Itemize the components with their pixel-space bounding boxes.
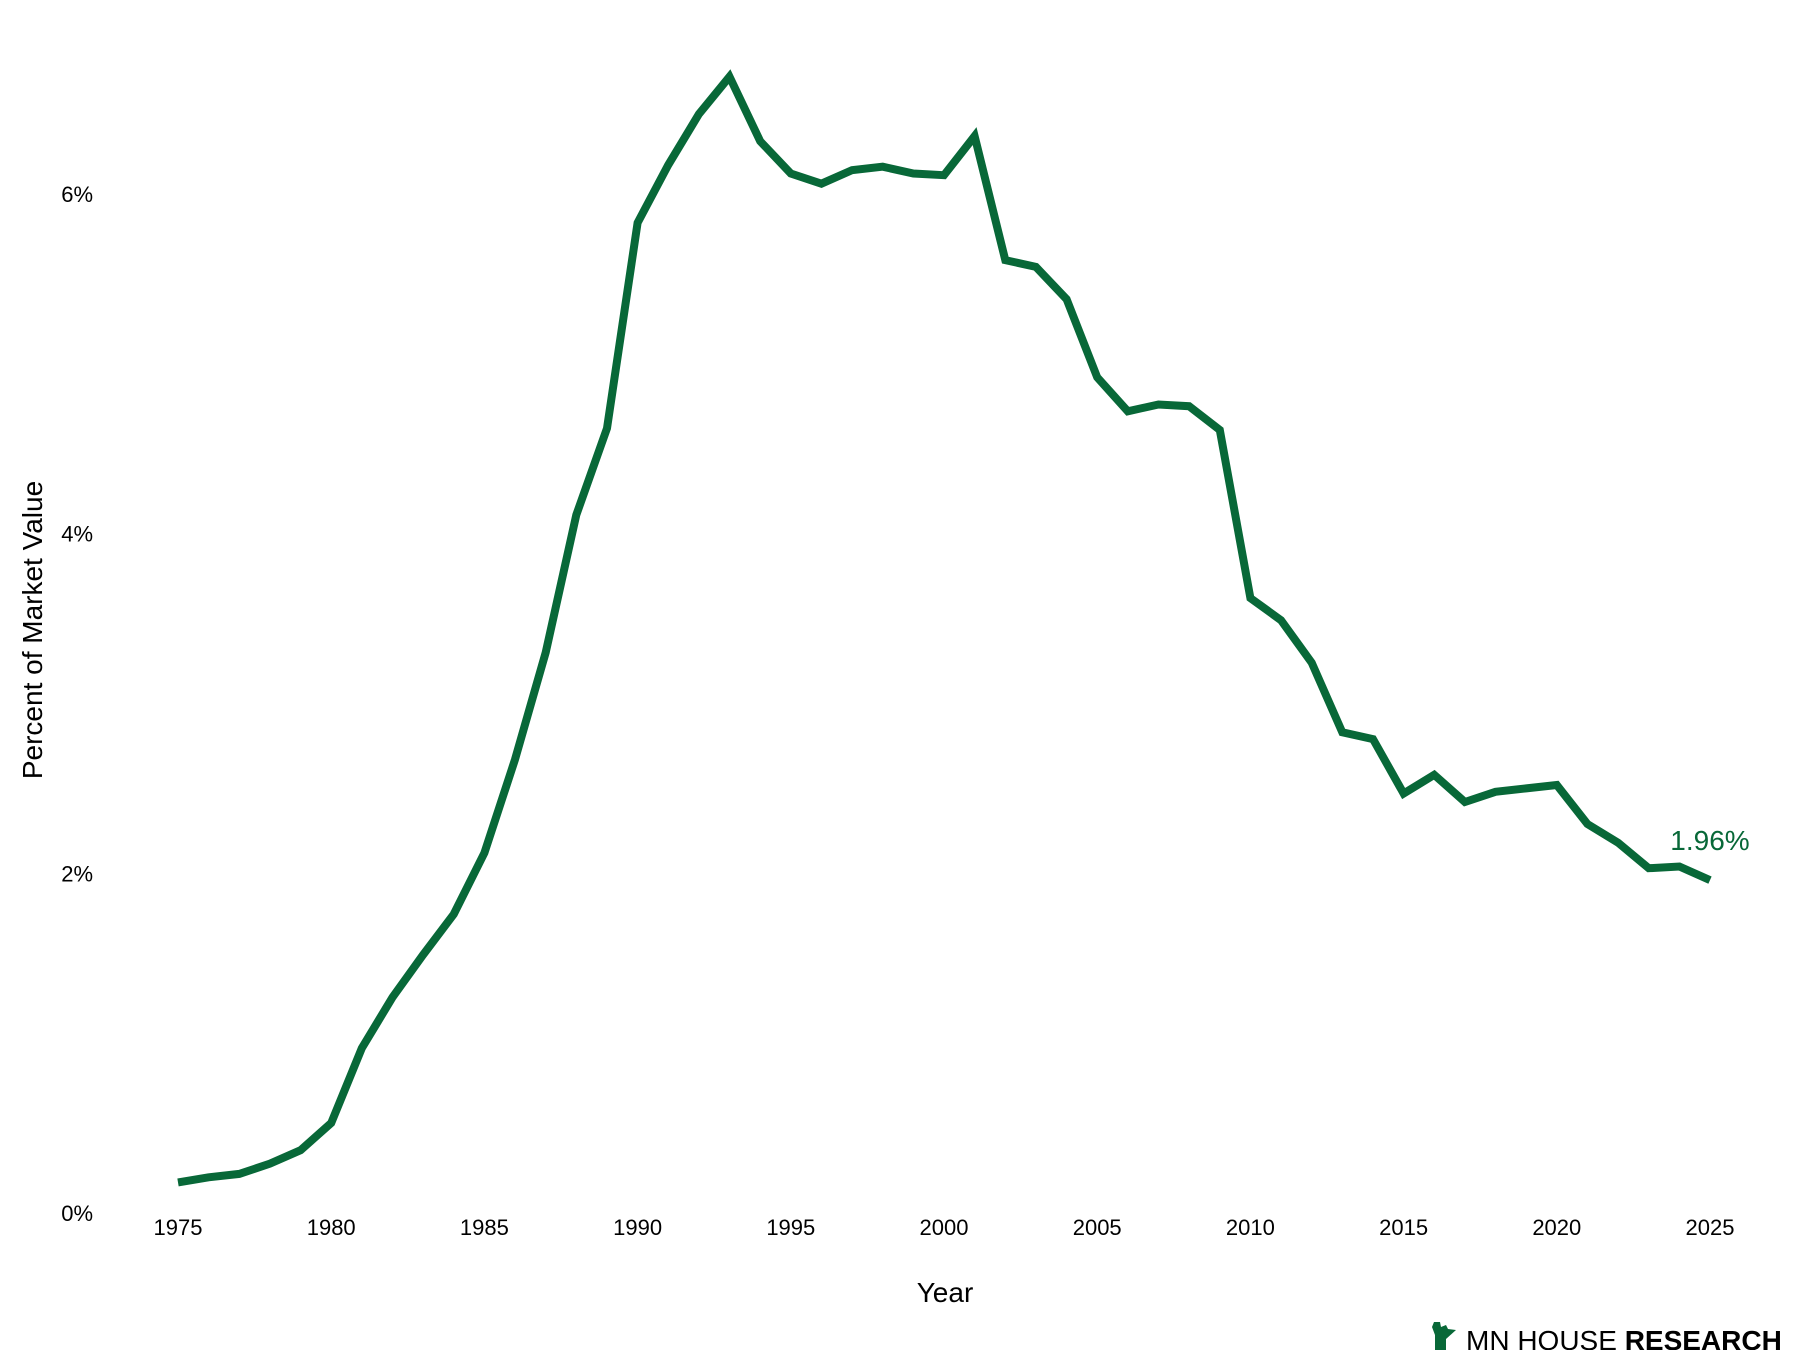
y-tick-label: 4%	[61, 522, 93, 547]
end-value-label: 1.96%	[1670, 825, 1749, 856]
x-axis-title: Year	[917, 1277, 974, 1308]
x-tick-label: 2015	[1379, 1215, 1428, 1240]
x-tick-label: 1975	[154, 1215, 203, 1240]
x-tick-label: 2005	[1073, 1215, 1122, 1240]
mn-house-research-logo: MN HOUSE RESEARCH	[1432, 1322, 1782, 1350]
y-axis-title: Percent of Market Value	[17, 481, 48, 779]
x-tick-label: 1985	[460, 1215, 509, 1240]
x-tick-label: 2000	[920, 1215, 969, 1240]
y-axis-tick-labels: 0% 2% 4% 6%	[61, 182, 93, 1226]
brand-text-bold: RESEARCH	[1625, 1325, 1782, 1350]
brand-text: MN HOUSE RESEARCH	[1466, 1325, 1782, 1350]
minnesota-state-icon	[1432, 1322, 1456, 1350]
series-line	[177, 69, 1712, 1187]
x-tick-label: 2010	[1226, 1215, 1275, 1240]
x-tick-label: 1995	[766, 1215, 815, 1240]
y-tick-label: 2%	[61, 861, 93, 886]
x-tick-label: 2020	[1532, 1215, 1581, 1240]
brand-text-light: MN HOUSE	[1466, 1325, 1625, 1350]
x-axis-tick-labels: 1975 1980 1985 1990 1995 2000 2005 2010 2015 2020…	[154, 1215, 1735, 1240]
x-tick-label: 2025	[1686, 1215, 1735, 1240]
y-tick-label: 0%	[61, 1201, 93, 1226]
x-tick-label: 1980	[307, 1215, 356, 1240]
y-tick-label: 6%	[61, 182, 93, 207]
x-tick-label: 1990	[613, 1215, 662, 1240]
